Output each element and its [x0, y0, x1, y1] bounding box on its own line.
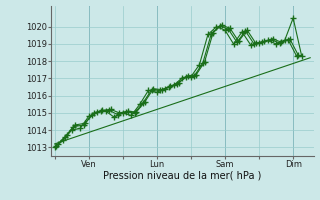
X-axis label: Pression niveau de la mer( hPa ): Pression niveau de la mer( hPa ) — [103, 171, 261, 181]
